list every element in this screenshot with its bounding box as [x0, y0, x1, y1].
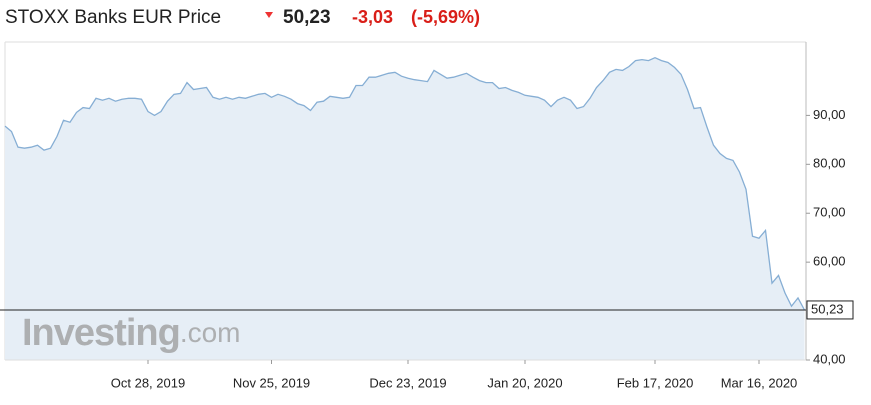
x-tick-label: Dec 23, 2019: [369, 375, 446, 390]
price: 50,23: [283, 7, 331, 28]
y-tick-label: 60,00: [813, 254, 846, 269]
x-tick-label: Nov 25, 2019: [233, 375, 310, 390]
y-tick-label: 40,00: [813, 351, 846, 366]
current-price-label: 50,23: [811, 301, 844, 316]
down-arrow-icon: [265, 12, 273, 18]
change: -3,03: [352, 7, 393, 27]
x-tick-label: Mar 16, 2020: [721, 375, 798, 390]
y-tick-label: 70,00: [813, 205, 846, 220]
x-tick-label: Oct 28, 2019: [111, 375, 185, 390]
current-price-box: [806, 300, 854, 320]
y-tick-label: 80,00: [813, 156, 846, 171]
y-tick-label: 90,00: [813, 107, 846, 122]
price-line: [4, 56, 806, 311]
chart-title: STOXX Banks EUR Price: [5, 7, 221, 28]
plot: Investing.com 40,00 60,00 70,00 80,00 90,00 Oc…: [0, 41, 854, 390]
watermark-brand: Investing: [22, 312, 180, 354]
change-percent: (-5,69%): [411, 7, 480, 27]
x-tick-label: Jan 20, 2020: [487, 375, 562, 390]
watermark-suffix: .com: [180, 317, 241, 348]
area: [5, 57, 805, 360]
x-tick-label: Feb 17, 2020: [617, 375, 694, 390]
watermark: Investing.com: [22, 312, 241, 354]
